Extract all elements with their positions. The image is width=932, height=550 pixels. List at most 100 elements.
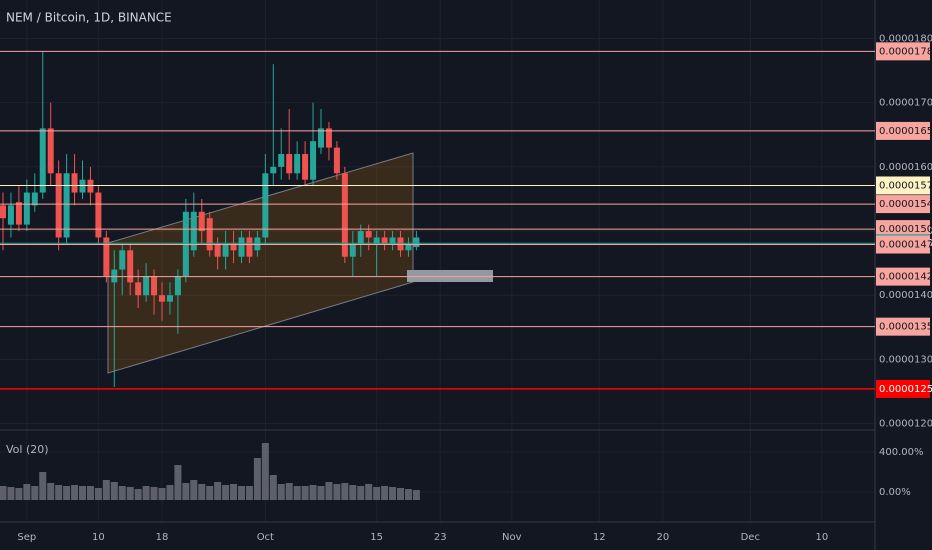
volume-bar [261, 443, 269, 500]
candle-body [310, 141, 317, 180]
volume-bar [47, 483, 55, 500]
candle-body [135, 282, 142, 296]
volume-bar [214, 482, 222, 500]
candle-body [7, 205, 14, 225]
candle-body [349, 243, 356, 257]
candle-body [151, 275, 158, 296]
candle-body [87, 179, 94, 193]
level-label-bg [876, 121, 930, 140]
volume-bar [222, 485, 230, 500]
x-tick-label: 10 [815, 532, 828, 543]
candle-body [206, 218, 213, 251]
volume-bar [293, 486, 301, 500]
candle-body [47, 128, 54, 174]
candle-body [365, 231, 372, 238]
volume-title: Vol (20) [6, 443, 49, 456]
candle-body [55, 173, 62, 238]
volume-tick-label: 0.00% [879, 487, 911, 498]
candle-body [103, 237, 110, 276]
chart-title: NEM / Bitcoin, 1D, BINANCE [6, 11, 172, 25]
candle-body [373, 237, 380, 244]
volume-bar [365, 484, 373, 500]
volume-bar [31, 486, 39, 500]
volume-bar [23, 484, 31, 500]
candle-body [230, 243, 237, 251]
volume-bar [71, 485, 79, 500]
candle-body [127, 250, 134, 283]
volume-bar [277, 484, 285, 500]
volume-bar [341, 483, 349, 500]
candle-body [262, 173, 269, 238]
candle-body [333, 147, 340, 174]
candle-body [71, 173, 78, 193]
candle-body [397, 237, 404, 251]
volume-bar [317, 486, 325, 500]
candle-body [357, 231, 364, 244]
x-tick-label: 12 [593, 532, 606, 543]
level-label-bg [876, 235, 930, 254]
candle-body [302, 154, 309, 180]
level-label-bg [876, 267, 930, 286]
volume-bar [357, 486, 365, 500]
x-tick-label: Dec [741, 532, 760, 543]
level-label: 0.00001254 [879, 384, 932, 395]
candle-body [318, 128, 324, 148]
candle-body [286, 154, 293, 174]
level-label-bg [876, 195, 930, 214]
level-label: 0.00001429 [879, 272, 932, 283]
volume-bar [389, 487, 397, 500]
candle-body [238, 237, 245, 257]
level-label-bg [876, 220, 930, 239]
x-tick-label: Sep [17, 532, 36, 543]
level-label: 0.00001351 [879, 322, 932, 333]
candle-body [39, 128, 46, 193]
x-tick-label: Oct [257, 532, 274, 543]
candle-body [381, 237, 388, 244]
candle-body [95, 192, 102, 238]
volume-bar [166, 485, 174, 500]
candle-body [15, 202, 22, 225]
volume-tick-label: 400.00% [879, 447, 924, 458]
volume-bar [0, 486, 7, 500]
candle-body [389, 237, 396, 244]
volume-bar [39, 472, 47, 500]
x-tick-label: 10 [92, 532, 105, 543]
volume-bar [110, 482, 118, 500]
candle-body [190, 211, 197, 251]
volume-bar [150, 487, 158, 500]
x-tick-label: 23 [434, 532, 447, 543]
volume-bar [253, 458, 261, 500]
volume-bar [190, 480, 198, 500]
candle-body [159, 295, 165, 302]
level-label: 0.00001542 [879, 199, 932, 210]
candle-body [174, 275, 181, 296]
candle-body [31, 192, 38, 206]
volume-bar [285, 483, 293, 500]
volume-bar [55, 485, 63, 500]
volume-bar [333, 484, 341, 500]
x-tick-label: 20 [656, 532, 669, 543]
volume-bar [381, 486, 389, 500]
volume-bar [126, 487, 134, 500]
volume-bar [198, 484, 206, 500]
volume-bar [86, 486, 94, 500]
volume-bar [269, 475, 277, 500]
candle-body [341, 173, 348, 257]
volume-bar [325, 482, 333, 500]
projection-box [407, 270, 493, 282]
candle-body [413, 237, 420, 248]
volume-bar [142, 486, 150, 500]
volume-bar [206, 486, 214, 500]
volume-bar [134, 489, 142, 500]
volume-bar [412, 490, 420, 500]
level-label-bg [876, 42, 930, 61]
level-label: 0.00001479 [879, 240, 932, 251]
candle-body [79, 179, 86, 193]
level-label-bg [876, 317, 930, 336]
